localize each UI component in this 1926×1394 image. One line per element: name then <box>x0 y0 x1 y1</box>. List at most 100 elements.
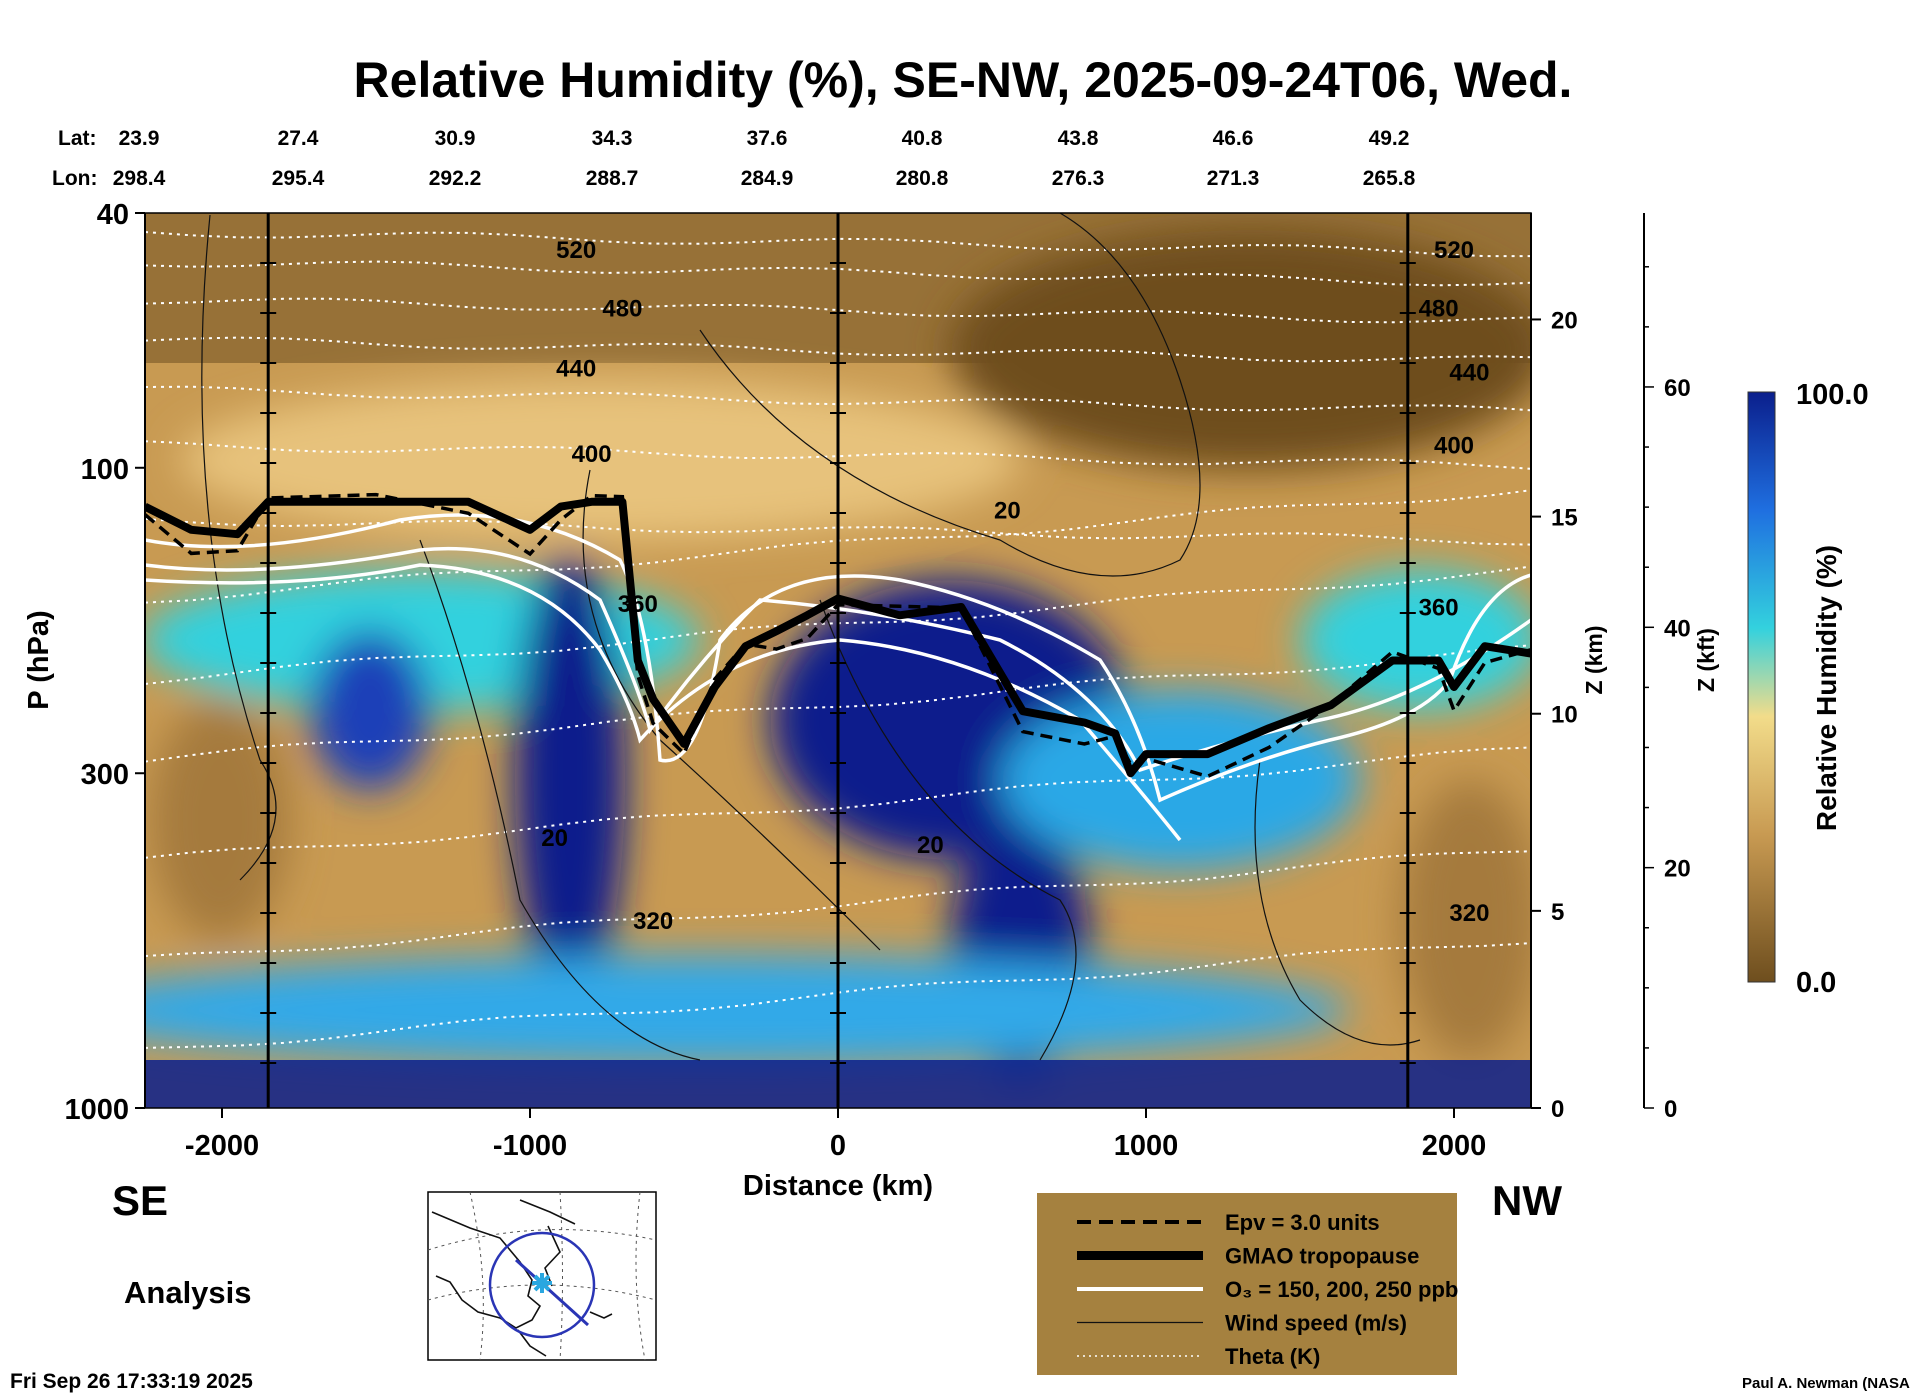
lat-value: 27.4 <box>278 127 319 150</box>
z-km-tick-label: 0 <box>1551 1096 1564 1123</box>
colorbar-title: Relative Humidity (%) <box>1811 545 1842 831</box>
lon-value: 265.8 <box>1363 167 1416 190</box>
lon-value: 271.3 <box>1207 167 1260 190</box>
legend-item-label: O₃ = 150, 200, 250 ppb <box>1225 1277 1458 1302</box>
y-tick-label: 100 <box>81 454 129 486</box>
x-tick-label: 0 <box>830 1130 846 1162</box>
legend-item-label: GMAO tropopause <box>1225 1244 1419 1269</box>
y-tick-label: 40 <box>97 199 129 231</box>
nw-direction-label: NW <box>1492 1177 1562 1224</box>
wind-speed-contour-line <box>419 539 701 1061</box>
colorbar-min-label: 0.0 <box>1796 967 1836 999</box>
theta-contour-label: 480 <box>1419 295 1459 322</box>
theta-contour-label: 400 <box>572 441 612 468</box>
lon-value: 288.7 <box>586 167 639 190</box>
z-kft-axis-label: Z (kft) <box>1693 628 1719 692</box>
rh-tan-lower-right <box>1400 780 1531 1060</box>
vertical-markers <box>260 213 1416 1108</box>
theta-contour-label: 440 <box>1449 359 1489 386</box>
z-kft-tick-label: 20 <box>1664 856 1691 883</box>
lat-value: 34.3 <box>592 127 633 150</box>
colorbar-max-label: 100.0 <box>1796 379 1869 411</box>
x-axis-label: Distance (km) <box>743 1170 933 1202</box>
lon-value: 295.4 <box>272 167 325 190</box>
z-km-axis-label: Z (km) <box>1581 626 1607 695</box>
rh-fill-blobs <box>145 230 1531 1080</box>
lat-value: 40.8 <box>902 127 943 150</box>
chart-title: Relative Humidity (%), SE-NW, 2025-09-24… <box>354 52 1573 108</box>
colorbar <box>1747 391 1776 983</box>
y-tick-label: 300 <box>81 759 129 791</box>
map-coastline <box>431 1199 613 1357</box>
wind-contour-label: 20 <box>541 825 568 852</box>
lat-value: 23.9 <box>119 127 160 150</box>
lat-value: 37.6 <box>747 127 788 150</box>
rh-cyan-right <box>1300 570 1531 710</box>
theta-contour-label: 520 <box>556 237 596 264</box>
wind-speed-contour-line <box>1254 759 1421 1046</box>
z-kft-tick-label: 40 <box>1664 615 1691 642</box>
rh-dry-upper-right <box>950 230 1531 470</box>
ozone-contour-line <box>145 563 1182 842</box>
y-axis-pressure: 1000 300 100 40 <box>64 199 146 1126</box>
analysis-label: Analysis <box>124 1275 252 1310</box>
theta-contour-label: 520 <box>1434 237 1474 264</box>
lon-value: 280.8 <box>896 167 949 190</box>
wind-contour-label: 20 <box>917 832 944 859</box>
lat-value: 49.2 <box>1369 127 1410 150</box>
lat-value: 46.6 <box>1213 127 1254 150</box>
y-axis-label: P (hPa) <box>23 610 55 709</box>
lon-value: 298.4 <box>113 167 166 190</box>
legend: Epv = 3.0 units GMAO tropopause O₃ = 150, … <box>1037 1193 1458 1375</box>
theta-contour-label: 400 <box>1434 433 1474 460</box>
theta-contour-label: 440 <box>556 355 596 382</box>
lon-value: 292.2 <box>429 167 482 190</box>
x-tick-label: 2000 <box>1422 1130 1487 1162</box>
inset-map <box>427 1191 657 1361</box>
legend-item-label: Epv = 3.0 units <box>1225 1210 1380 1235</box>
z-km-tick-label: 5 <box>1551 899 1564 926</box>
lon-value: 276.3 <box>1052 167 1105 190</box>
lat-value: 30.9 <box>435 127 476 150</box>
x-tick-label: 1000 <box>1114 1130 1179 1162</box>
y-axis-z-kft: 0 20 40 60 <box>1643 213 1691 1123</box>
epv-contour <box>145 492 1531 779</box>
z-kft-tick-label: 0 <box>1664 1096 1677 1123</box>
x-axis: -2000 -1000 0 1000 2000 <box>185 1108 1486 1162</box>
rh-wet-patch-far-left <box>310 630 430 790</box>
wind-speed-contour-line <box>201 214 277 881</box>
y-tick-label: 1000 <box>64 1094 129 1126</box>
lat-row-label: Lat: <box>58 127 97 150</box>
map-center-marker <box>532 1273 552 1293</box>
z-km-tick-label: 10 <box>1551 702 1578 729</box>
map-section-line <box>514 1258 590 1327</box>
theta-contour-label: 360 <box>618 591 658 618</box>
theta-contour-label: 360 <box>1419 594 1459 621</box>
lon-value: 284.9 <box>741 167 794 190</box>
plot-area: 520 480 440 400 360 320 520 480 440 400 360 320 20 20… <box>145 213 1531 1108</box>
legend-item-label: Wind speed (m/s) <box>1225 1311 1407 1336</box>
timestamp: Fri Sep 26 17:33:19 2025 <box>10 1370 253 1393</box>
rh-cyan-bottom-band <box>145 955 1350 1065</box>
x-tick-label: -2000 <box>185 1130 259 1162</box>
wind-contour-label: 20 <box>994 497 1021 524</box>
wind-speed-contour-line <box>699 213 1201 577</box>
se-direction-label: SE <box>112 1177 168 1224</box>
rh-wet-column-left <box>515 550 625 1010</box>
z-km-tick-label: 15 <box>1551 505 1578 532</box>
lat-lon-values: 23.9 27.4 30.9 34.3 37.6 40.8 43.8 46.6 49.2 298.… <box>113 127 1416 190</box>
rh-tan-lower-left <box>150 700 290 940</box>
legend-item-label: Theta (K) <box>1225 1344 1320 1369</box>
credit: Paul A. Newman (NASA <box>1742 1375 1910 1392</box>
theta-contour-label: 480 <box>602 295 642 322</box>
theta-contour-label: 320 <box>1449 900 1489 927</box>
contour-labels: 520 480 440 400 360 320 520 480 440 400 360 320 20 20… <box>541 237 1489 935</box>
x-tick-label: -1000 <box>493 1130 567 1162</box>
z-kft-tick-label: 60 <box>1664 375 1691 402</box>
tropopause-line <box>145 497 1531 778</box>
wind-speed-contour-line <box>819 599 1077 1061</box>
map-range-circle <box>488 1231 596 1339</box>
ozone-contour-line <box>145 546 1531 773</box>
theta-contour-label: 320 <box>633 908 673 935</box>
